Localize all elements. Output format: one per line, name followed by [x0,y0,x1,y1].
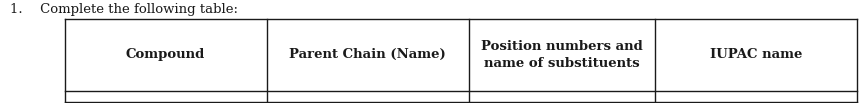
Text: Compound: Compound [126,48,205,61]
Text: Parent Chain (Name): Parent Chain (Name) [289,48,446,61]
Text: IUPAC name: IUPAC name [709,48,802,61]
Text: 1.  Complete the following table:: 1. Complete the following table: [10,3,238,16]
Text: Position numbers and
name of substituents: Position numbers and name of substituent… [480,40,642,70]
